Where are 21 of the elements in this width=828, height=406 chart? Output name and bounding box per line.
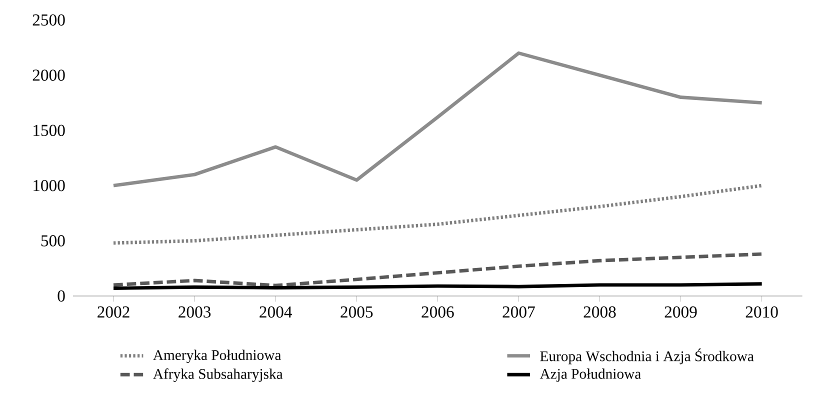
y-tick-label: 1000 <box>34 180 65 192</box>
x-tick-label: 2006 <box>422 306 454 318</box>
x-tick-label: 2005 <box>340 306 373 318</box>
x-tick-label: 2010 <box>746 306 778 318</box>
y-tick-label: 2000 <box>32 70 65 81</box>
x-tick-label: 2004 <box>260 306 292 318</box>
x-tick-label: 2009 <box>664 306 697 318</box>
x-tick-label: 2003 <box>178 306 211 318</box>
y-tick-label: 0 <box>58 290 65 302</box>
y-tick-label: 2500 <box>32 14 65 26</box>
x-tick-label: 2002 <box>98 306 130 318</box>
legend-label: Afryka Subsaharyjska <box>153 368 283 382</box>
line-series <box>112 51 764 188</box>
x-tick-label: 2008 <box>584 306 616 318</box>
legend-label: Azja Południowa <box>540 368 641 382</box>
y-tick-label: 500 <box>41 235 65 246</box>
y-tick-label: 1500 <box>34 124 65 136</box>
legend-label: Europa Wschodnia i Azja Środkowa <box>540 348 754 364</box>
legend-label: Ameryka Południowa <box>153 350 282 364</box>
x-tick-label: 2007 <box>502 306 535 318</box>
line-series <box>112 252 764 288</box>
